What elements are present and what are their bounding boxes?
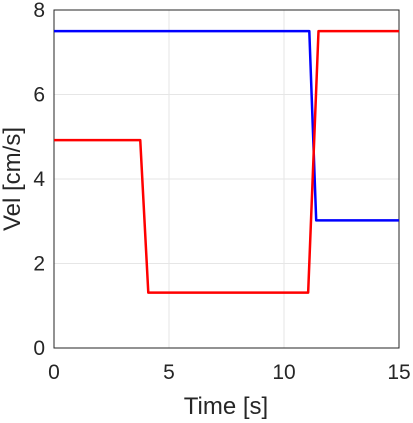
series-layer (54, 29, 399, 294)
x-axis-label: Time [s] (184, 393, 268, 420)
grid-lines (53, 9, 400, 349)
y-axis-label: Vel [cm/s] (0, 127, 26, 231)
y-tick-label-4: 8 (33, 0, 45, 22)
x-tick-label-1: 5 (163, 361, 175, 384)
x-tick-label-2: 10 (272, 361, 295, 384)
y-tick-label-2: 4 (33, 168, 45, 191)
y-tick-label-1: 2 (33, 253, 45, 276)
series-line-1 (54, 29, 399, 294)
x-tick-label-3: 15 (387, 361, 410, 384)
series-line-0 (54, 29, 399, 222)
x-tick-labels: 0 5 10 15 (48, 361, 411, 384)
y-tick-label-3: 6 (33, 84, 45, 107)
plot-frame (53, 9, 400, 349)
y-tick-labels: 0 2 4 6 8 (33, 0, 45, 360)
y-tick-label-0: 0 (33, 337, 45, 360)
x-tick-label-0: 0 (48, 361, 60, 384)
